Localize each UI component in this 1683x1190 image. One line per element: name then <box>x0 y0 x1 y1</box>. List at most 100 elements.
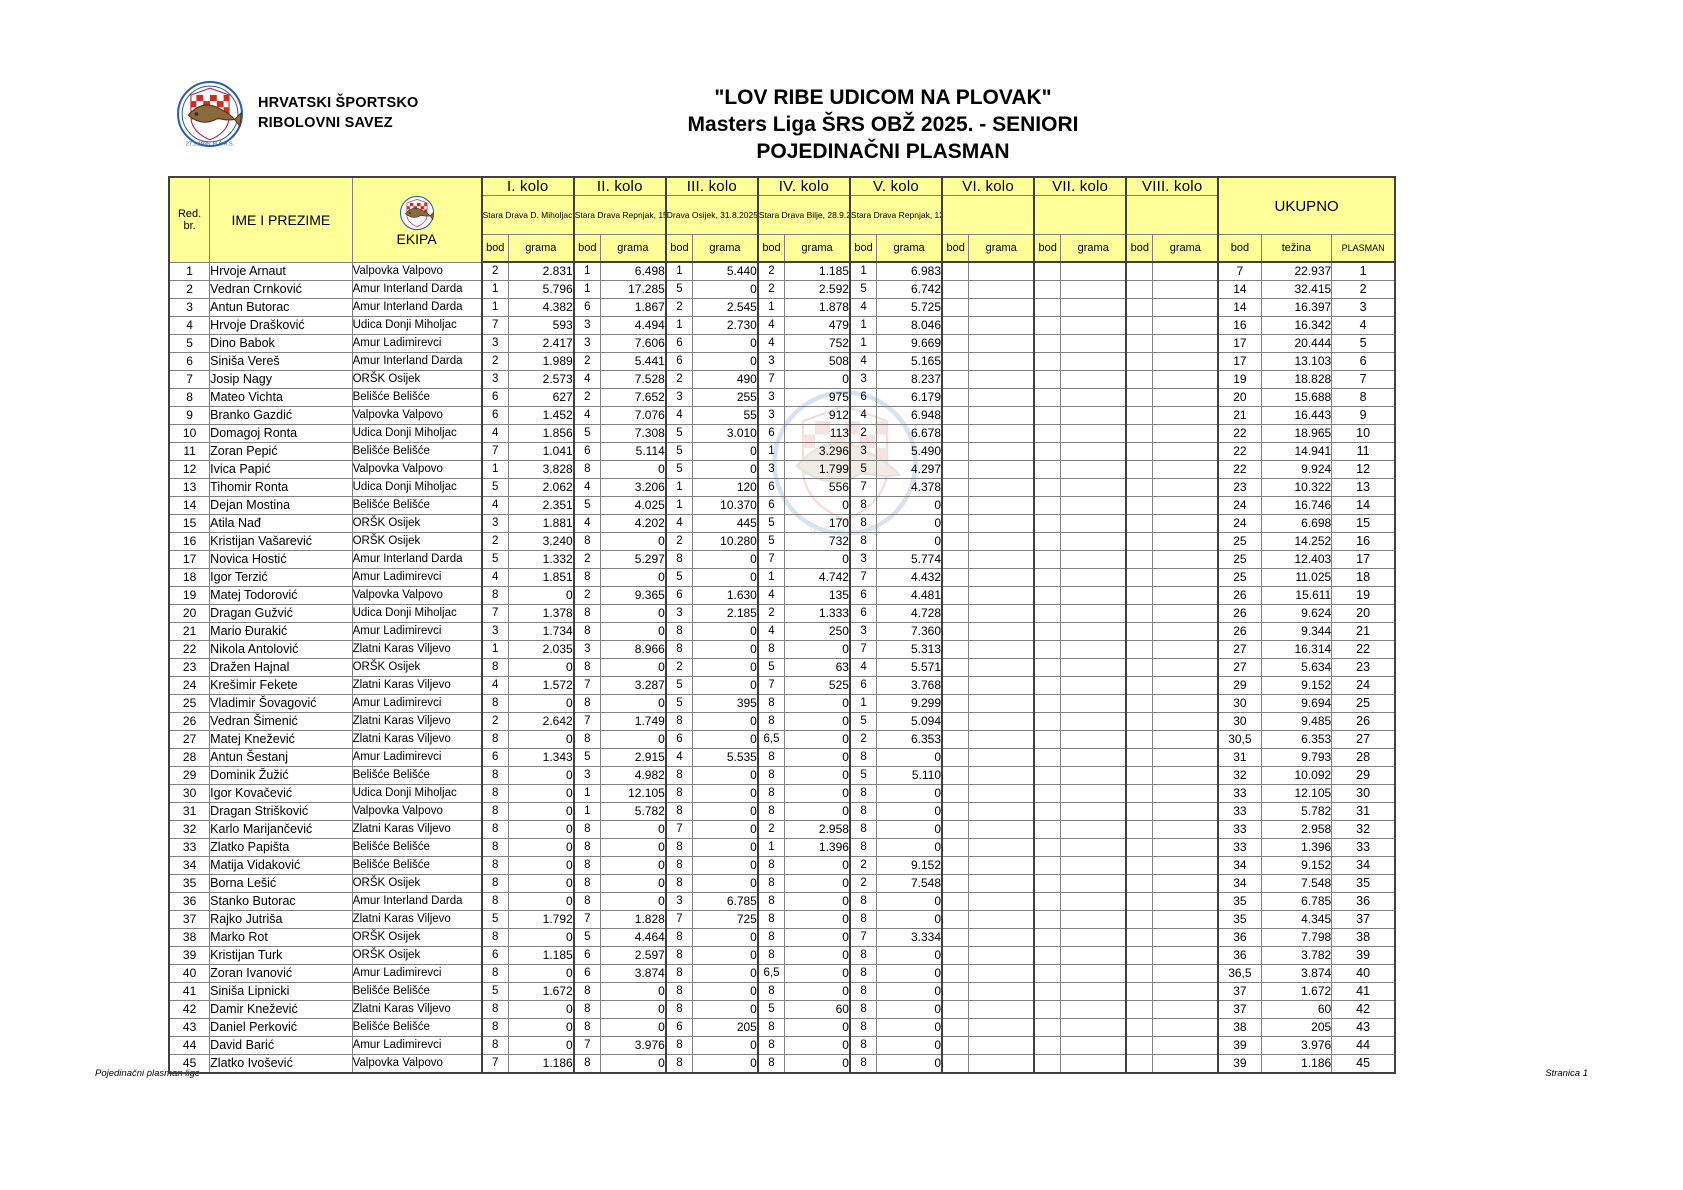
cell-round-4-bod: 6 <box>756 424 786 443</box>
cell-round-4-grama: 0 <box>784 982 851 1001</box>
cell-round-4-bod: 1 <box>756 568 786 587</box>
subheader-grama-8: grama <box>1152 234 1220 263</box>
cell-round-1-bod: 4 <box>480 676 509 695</box>
cell-team: Belišće Belišće <box>351 982 483 1001</box>
subheader-bod-8: bod <box>1125 234 1154 263</box>
cell-round-5-bod: 8 <box>848 982 878 1001</box>
cell-total-tezina: 60 <box>1260 1000 1333 1019</box>
cell-round-3-grama: 0 <box>692 352 759 371</box>
cell-round-3-grama: 0 <box>692 874 759 893</box>
cell-round-7-grama <box>1060 784 1127 803</box>
cell-round-8-grama <box>1152 964 1220 983</box>
cell-round-2-grama: 0 <box>599 1000 667 1019</box>
cell-round-4-grama: 4.742 <box>784 568 851 587</box>
cell-round-8-bod <box>1125 1036 1154 1055</box>
cell-round-1-grama: 593 <box>507 316 575 335</box>
cell-round-4-grama: 1.799 <box>784 460 851 479</box>
cell-total-bod: 27 <box>1217 640 1262 659</box>
cell-round-2-grama: 4.982 <box>599 766 667 785</box>
cell-total-bod: 35 <box>1217 910 1262 929</box>
cell-round-3-grama: 0 <box>692 1054 759 1074</box>
cell-total-bod: 30 <box>1217 712 1262 731</box>
cell-round-2-bod: 7 <box>572 910 601 929</box>
cell-round-4-grama: 0 <box>784 784 851 803</box>
cell-plasman: 16 <box>1331 532 1397 551</box>
cell-round-4-grama: 508 <box>784 352 851 371</box>
cell-total-tezina: 18.965 <box>1260 424 1333 443</box>
cell-round-2-grama: 7.528 <box>599 370 667 389</box>
cell-round-5-grama: 7.548 <box>876 874 943 893</box>
table-row: 21 Mario Đurakić Amur Ladimirevci 3 1.734 8 0 8… <box>168 622 1397 641</box>
cell-total-bod: 7 <box>1217 261 1262 281</box>
cell-round-4-bod: 8 <box>756 928 786 947</box>
cell-round-3-grama: 0 <box>692 460 759 479</box>
cell-round-1-grama: 0 <box>507 730 575 749</box>
cell-round-6-grama <box>968 658 1035 677</box>
cell-round-6-bod <box>941 712 970 731</box>
cell-round-1-bod: 4 <box>480 424 509 443</box>
cell-round-1-bod: 8 <box>480 1036 509 1055</box>
cell-round-2-grama: 3.206 <box>599 478 667 497</box>
cell-round-6-grama <box>968 532 1035 551</box>
cell-round-7-bod <box>1033 604 1062 623</box>
cell-team: ORŠK Osijek <box>351 370 483 389</box>
cell-name: Dragan Strišković <box>209 802 353 821</box>
cell-round-2-bod: 3 <box>572 766 601 785</box>
cell-plasman: 8 <box>1331 388 1397 407</box>
cell-total-bod: 30 <box>1217 694 1262 713</box>
cell-round-8-bod <box>1125 352 1154 371</box>
cell-total-tezina: 10.322 <box>1260 478 1333 497</box>
cell-round-2-grama: 0 <box>599 1018 667 1037</box>
round-header-8: VIII. kolo <box>1125 176 1220 196</box>
cell-plasman: 18 <box>1331 568 1397 587</box>
cell-total-bod: 26 <box>1217 586 1262 605</box>
cell-round-2-bod: 4 <box>572 370 601 389</box>
cell-name: Dominik Žužić <box>209 766 353 785</box>
cell-round-5-bod: 2 <box>848 856 878 875</box>
table-row: 3 Antun Butorac Amur Interland Darda 1 4.382… <box>168 298 1397 317</box>
cell-round-5-bod: 2 <box>848 424 878 443</box>
cell-round-3-grama: 0 <box>692 658 759 677</box>
cell-round-7-bod <box>1033 910 1062 929</box>
cell-name: Zlatko Papišta <box>209 838 353 857</box>
cell-team: Belišće Belišće <box>351 442 483 461</box>
cell-name: Karlo Marijančević <box>209 820 353 839</box>
cell-round-5-bod: 3 <box>848 550 878 569</box>
cell-round-3-bod: 5 <box>664 694 694 713</box>
cell-round-4-bod: 8 <box>756 1018 786 1037</box>
cell-round-7-grama <box>1060 478 1127 497</box>
cell-round-8-bod <box>1125 460 1154 479</box>
cell-round-8-grama <box>1152 1018 1220 1037</box>
cell-round-6-bod <box>941 964 970 983</box>
cell-plasman: 6 <box>1331 352 1397 371</box>
cell-plasman: 28 <box>1331 748 1397 767</box>
cell-total-bod: 22 <box>1217 424 1262 443</box>
cell-plasman: 9 <box>1331 406 1397 425</box>
round-location-7 <box>1033 195 1127 235</box>
cell-plasman: 14 <box>1331 496 1397 515</box>
cell-round-1-bod: 6 <box>480 946 509 965</box>
cell-round-8-bod <box>1125 442 1154 461</box>
cell-total-bod: 34 <box>1217 874 1262 893</box>
cell-round-1-grama: 1.378 <box>507 604 575 623</box>
cell-rb: 6 <box>168 352 211 371</box>
cell-team: Udica Donji Miholjac <box>351 784 483 803</box>
cell-round-3-bod: 8 <box>664 766 694 785</box>
cell-round-2-bod: 3 <box>572 640 601 659</box>
cell-round-3-bod: 6 <box>664 352 694 371</box>
cell-rb: 42 <box>168 1000 211 1019</box>
cell-round-6-grama <box>968 478 1035 497</box>
cell-round-1-grama: 2.573 <box>507 370 575 389</box>
cell-round-2-grama: 1.749 <box>599 712 667 731</box>
cell-round-5-bod: 4 <box>848 658 878 677</box>
cell-round-5-grama: 0 <box>876 910 943 929</box>
cell-round-7-grama <box>1060 550 1127 569</box>
cell-team: Belišće Belišće <box>351 856 483 875</box>
cell-total-tezina: 9.152 <box>1260 856 1333 875</box>
cell-round-3-bod: 8 <box>664 550 694 569</box>
cell-round-3-bod: 1 <box>664 478 694 497</box>
cell-total-bod: 33 <box>1217 820 1262 839</box>
cell-round-5-bod: 5 <box>848 460 878 479</box>
cell-team: Amur Interland Darda <box>351 352 483 371</box>
cell-round-5-grama: 3.334 <box>876 928 943 947</box>
